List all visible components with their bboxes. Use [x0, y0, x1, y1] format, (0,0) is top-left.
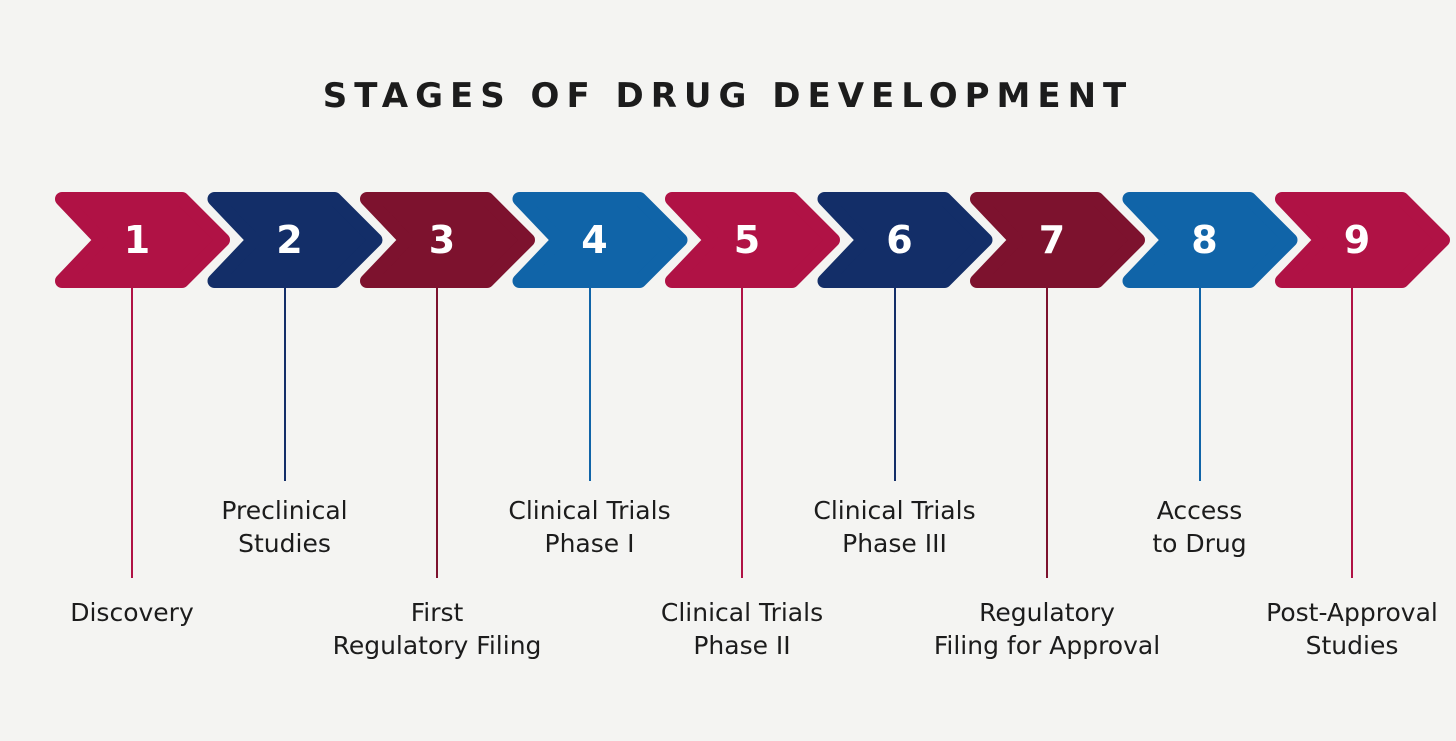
stage-number: 5: [734, 218, 760, 262]
stage-arrow-8: [1122, 192, 1298, 288]
stage-label-line: Discovery: [70, 598, 194, 627]
stage-connector-line: [1046, 288, 1048, 578]
diagram-title: STAGES OF DRUG DEVELOPMENT: [322, 76, 1134, 116]
stage-connector-line: [131, 288, 133, 578]
stage-arrow-5: [665, 192, 840, 288]
stage-connector-line: [741, 288, 743, 578]
stage-label-line: Phase III: [842, 529, 947, 558]
stage-label-line: Filing for Approval: [933, 631, 1161, 660]
stage-arrow-3: [360, 192, 535, 288]
stage-label-line: Phase II: [693, 631, 791, 660]
stage-label-line: Regulatory: [979, 598, 1115, 627]
stage-connector-line: [1351, 288, 1353, 578]
stage-label: Clinical Trials Phase III: [735, 494, 1055, 560]
stage-number: 7: [1039, 218, 1065, 262]
stage-label: Access to Drug: [1040, 494, 1360, 560]
stage-arrow-4: [512, 192, 688, 288]
stage-number: 4: [581, 218, 607, 262]
stage-arrow-9: [1275, 192, 1450, 288]
stage-label-line: Clinical Trials: [508, 496, 671, 525]
stage-label: Preclinical Studies: [125, 494, 445, 560]
stage-label-line: Preclinical: [221, 496, 348, 525]
stage-label-line: Regulatory Filing: [332, 631, 542, 660]
stage-label-line: Studies: [238, 529, 331, 558]
stage-label-line: Access: [1156, 496, 1243, 525]
stage-arrow-2: [207, 192, 383, 288]
stage-label: First Regulatory Filing: [277, 596, 597, 662]
stage-number: 3: [429, 218, 455, 262]
stage-label: Regulatory Filing for Approval: [887, 596, 1207, 662]
stage-label: Discovery: [0, 596, 292, 629]
stage-number: 8: [1191, 218, 1217, 262]
stage-label-line: Clinical Trials: [813, 496, 976, 525]
stage-label-line: First: [410, 598, 464, 627]
stage-label-line: Studies: [1305, 631, 1399, 660]
stage-number: 6: [886, 218, 912, 262]
stage-connector-line: [1198, 288, 1201, 481]
stage-connector-line: [283, 288, 286, 481]
stage-label-line: to Drug: [1152, 529, 1247, 558]
stage-label-line: Phase I: [544, 529, 635, 558]
stage-connector-line: [588, 288, 591, 481]
stage-label-line: Post-Approval: [1266, 598, 1438, 627]
stage-label: Clinical Trials Phase I: [430, 494, 750, 560]
stage-label: Clinical Trials Phase II: [582, 596, 902, 662]
stage-arrow-1: [55, 192, 230, 288]
stage-number: 9: [1344, 218, 1370, 262]
stage-connector-line: [436, 288, 438, 578]
stage-number: 2: [276, 218, 302, 262]
stage-connector-line: [893, 288, 896, 481]
stage-arrow-6: [817, 192, 993, 288]
stage-label: Post-Approval Studies: [1192, 596, 1456, 662]
stage-arrow-7: [970, 192, 1145, 288]
stage-label-line: Clinical Trials: [660, 598, 824, 627]
stage-number: 1: [124, 218, 150, 262]
stage-arrows-band: 1 2 3 4 5 6 7 8 9: [55, 192, 1450, 288]
